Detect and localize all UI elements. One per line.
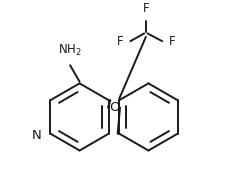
Text: NH$_2$: NH$_2$ xyxy=(58,43,82,58)
Text: N: N xyxy=(32,129,42,142)
Text: O: O xyxy=(108,101,119,114)
Text: F: F xyxy=(116,35,123,48)
Text: F: F xyxy=(142,2,148,15)
Text: F: F xyxy=(168,35,175,48)
